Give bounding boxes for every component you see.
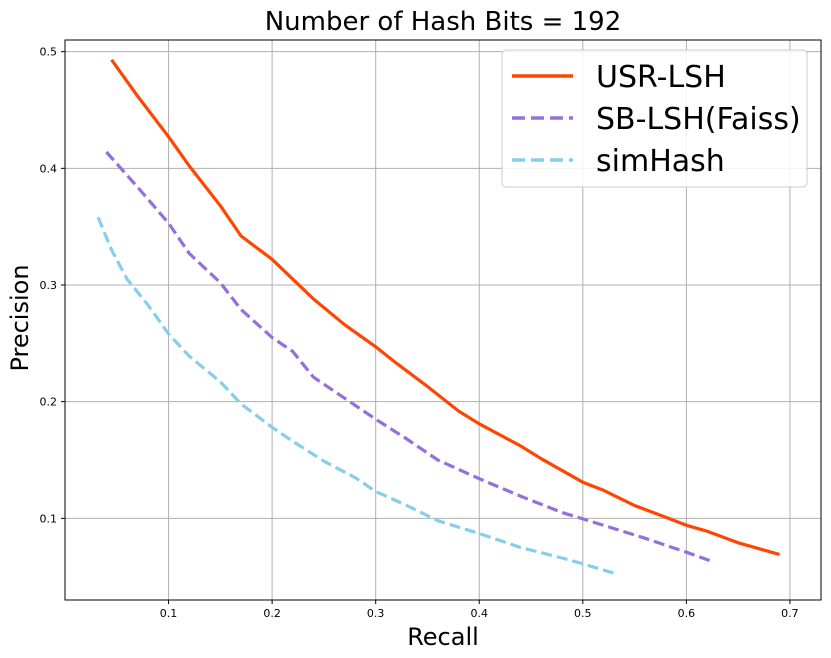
chart-title: Number of Hash Bits = 192 bbox=[265, 7, 622, 37]
x-tick-label: 0.2 bbox=[263, 607, 281, 620]
y-tick-label: 0.3 bbox=[40, 279, 58, 292]
y-tick-label: 0.4 bbox=[40, 162, 58, 175]
x-tick-label: 0.5 bbox=[574, 607, 592, 620]
x-axis: 0.1 0.2 0.3 0.4 0.5 0.6 0.7 bbox=[160, 600, 799, 620]
series-line-usr-lsh bbox=[110, 58, 781, 557]
x-tick-label: 0.4 bbox=[470, 607, 488, 620]
series-line-sb-lsh-faiss bbox=[105, 150, 713, 564]
x-tick-label: 0.6 bbox=[678, 607, 696, 620]
legend-label-simhash: simHash bbox=[596, 144, 725, 179]
y-axis-label: Precision bbox=[6, 264, 34, 371]
x-axis-label: Recall bbox=[407, 623, 479, 651]
series-line-simhash bbox=[96, 216, 615, 575]
y-tick-label: 0.1 bbox=[40, 512, 58, 525]
plot-frame bbox=[64, 39, 822, 601]
y-tick-label: 0.5 bbox=[40, 46, 58, 59]
legend-box bbox=[501, 49, 808, 188]
legend-label-sb-lsh-faiss: SB-LSH(Faiss) bbox=[596, 102, 801, 137]
legend-label-usr-lsh: USR-LSH bbox=[596, 60, 726, 95]
x-tick-label: 0.1 bbox=[160, 607, 178, 620]
y-tick-label: 0.2 bbox=[40, 396, 58, 409]
x-tick-label: 0.3 bbox=[367, 607, 385, 620]
x-tick-label: 0.7 bbox=[781, 607, 799, 620]
series-layer bbox=[96, 58, 781, 575]
legend: USR-LSH SB-LSH(Faiss) simHash bbox=[501, 49, 808, 188]
y-axis: 0.1 0.2 0.3 0.4 0.5 bbox=[40, 46, 65, 525]
